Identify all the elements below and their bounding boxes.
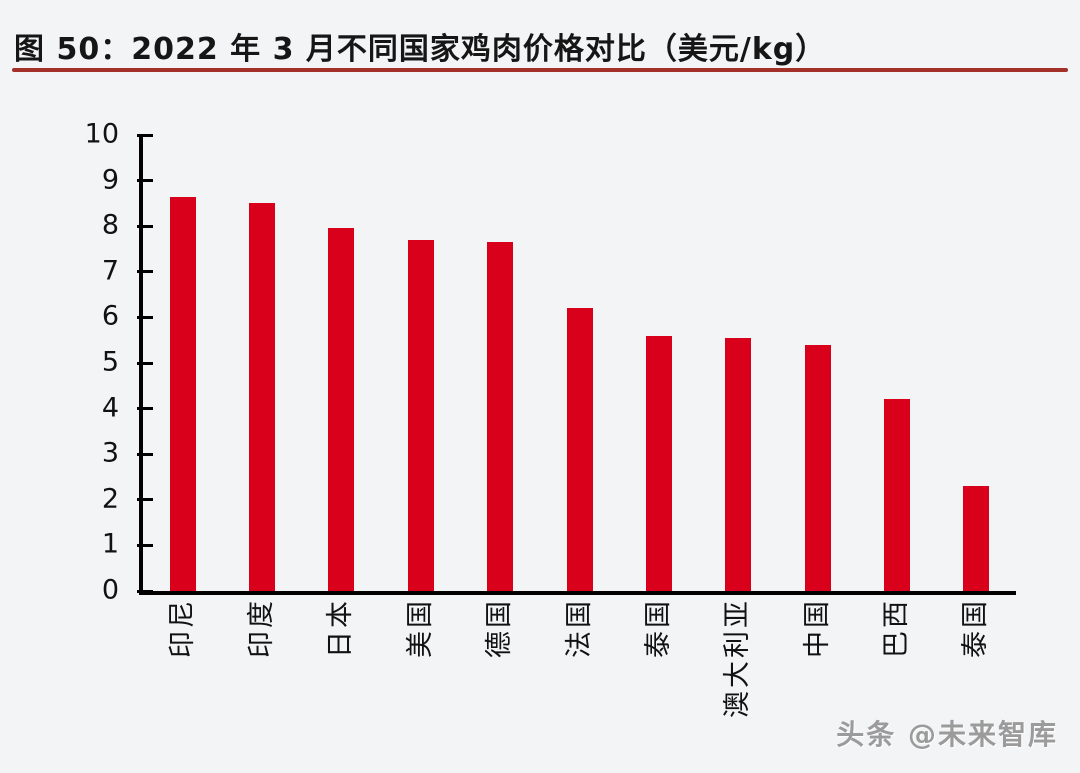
x-category-label: 印度 [246, 598, 278, 658]
title-underline [12, 68, 1068, 72]
bar-5 [487, 242, 514, 591]
y-tick-label: 0 [101, 574, 119, 606]
y-tick-label: 9 [101, 164, 119, 196]
x-category-label: 德国 [484, 598, 516, 658]
figure-header: 图 50：2022 年 3 月不同国家鸡肉价格对比（美元/kg） [0, 0, 1080, 80]
bar-8 [725, 337, 752, 591]
y-axis-tick [137, 407, 153, 411]
x-category-label: 日本 [325, 598, 357, 658]
bar-7 [645, 335, 672, 591]
y-axis-tick [137, 270, 153, 274]
figure-title: 图 50：2022 年 3 月不同国家鸡肉价格对比（美元/kg） [14, 32, 827, 67]
x-axis [139, 591, 1016, 595]
y-tick-label: 6 [101, 300, 119, 332]
x-category-label: 法国 [563, 598, 595, 658]
y-axis [139, 135, 143, 595]
y-axis-tick [137, 452, 153, 456]
watermark: 头条 @未来智库 [836, 718, 1058, 751]
x-category-label: 澳大利亚 [722, 598, 754, 718]
y-axis-tick [137, 361, 153, 365]
y-axis-tick [137, 315, 153, 319]
x-category-label: 中国 [801, 598, 833, 658]
bar-2 [249, 203, 276, 591]
bar-1 [169, 196, 196, 591]
bar-10 [883, 399, 910, 591]
y-tick-label: 2 [101, 483, 119, 515]
y-tick-label: 4 [101, 392, 119, 424]
x-category-label: 泰国 [960, 598, 992, 658]
y-axis-tick [137, 498, 153, 502]
y-tick-label: 10 [84, 118, 119, 150]
y-axis-tick [137, 224, 153, 228]
y-tick-label: 5 [101, 346, 119, 378]
x-category-label: 巴西 [880, 598, 912, 658]
y-axis-tick [137, 543, 153, 547]
y-axis-tick [137, 179, 153, 183]
bar-11 [963, 486, 990, 591]
y-tick-label: 3 [101, 437, 119, 469]
bar-4 [407, 239, 434, 591]
bar-9 [804, 344, 831, 591]
y-axis-tick [137, 589, 153, 593]
x-category-label: 印尼 [166, 598, 198, 658]
bar-3 [328, 228, 355, 591]
y-axis-tick [137, 133, 153, 137]
y-tick-label: 8 [101, 209, 119, 241]
y-tick-label: 7 [101, 255, 119, 287]
bar-chart: 0 1 2 3 4 5 6 7 8 9 10 印尼 印度 日本 美国 德国 法国 泰国 澳大利亚 中国 巴西 泰国 [85, 120, 1016, 718]
x-category-label: 美国 [404, 598, 436, 658]
bar-6 [566, 308, 593, 591]
y-tick-label: 1 [101, 528, 119, 560]
x-category-label: 泰国 [642, 598, 674, 658]
